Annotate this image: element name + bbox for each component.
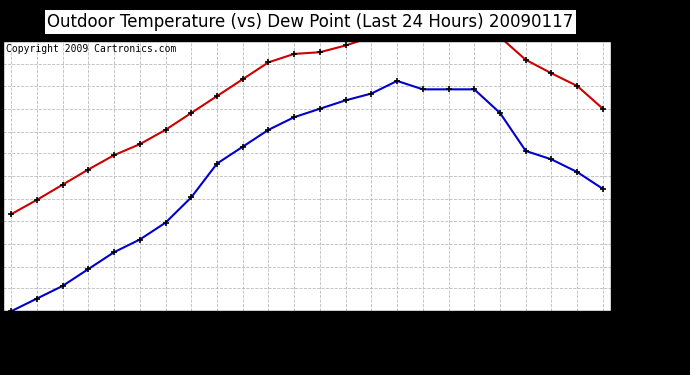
Text: Outdoor Temperature (vs) Dew Point (Last 24 Hours) 20090117: Outdoor Temperature (vs) Dew Point (Last… [48,13,573,31]
Text: Copyright 2009 Cartronics.com: Copyright 2009 Cartronics.com [6,44,177,54]
